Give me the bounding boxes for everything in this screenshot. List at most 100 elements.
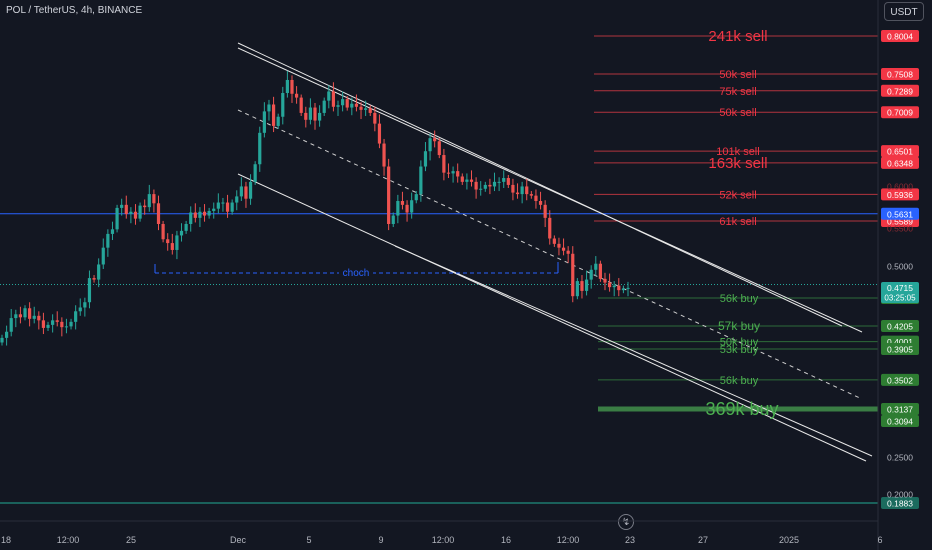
sell-price-text: 0.6348 (887, 158, 913, 168)
candle (161, 223, 165, 240)
sell-order-label: 241k sell (708, 28, 767, 45)
price-tag-text: 0.1883 (887, 499, 913, 509)
candle (350, 103, 354, 108)
candle (354, 103, 359, 107)
candle (152, 194, 156, 204)
candle (566, 250, 570, 254)
candle (327, 91, 331, 101)
sell-price-tag (881, 156, 919, 169)
x-tick-label: 12:00 (57, 535, 80, 545)
sell-price-text: 0.7009 (887, 108, 913, 118)
candle (41, 320, 46, 328)
lightning-icon[interactable]: ↯ (618, 514, 634, 530)
x-tick-label: 2025 (779, 535, 799, 545)
x-tick-label: 6 (877, 535, 882, 545)
candle (175, 235, 179, 250)
candle (626, 287, 630, 289)
currency-button[interactable]: USDT (884, 2, 924, 21)
candle (271, 104, 276, 126)
candle (479, 188, 483, 190)
buy-price-tag (881, 320, 919, 332)
candle (515, 192, 520, 195)
sell-price-tag (881, 84, 919, 97)
candle (331, 91, 336, 107)
candle (235, 196, 239, 203)
candle (543, 204, 547, 218)
x-tick-label: 16 (501, 535, 511, 545)
candle (377, 123, 382, 144)
candle (456, 171, 460, 177)
y-tick-label: 0.2000 (887, 490, 913, 500)
candle (253, 164, 257, 182)
y-tick-label: 0.6000 (887, 182, 913, 192)
candle (281, 92, 285, 117)
choch-label: choch (343, 268, 370, 279)
candle (143, 205, 147, 208)
candle (285, 79, 289, 93)
price-tag (881, 415, 919, 427)
candle (520, 186, 524, 195)
candle (230, 202, 234, 212)
candle (345, 99, 349, 108)
sell-order-label: 50k sell (719, 107, 756, 119)
candle (221, 202, 225, 204)
candle (428, 138, 432, 152)
sell-order-label: 52k sell (719, 189, 756, 201)
candle (179, 230, 184, 236)
candle (115, 207, 119, 230)
channel-lower-line (237, 173, 867, 462)
blue-price-text: 0.5631 (887, 209, 913, 219)
candle (124, 204, 128, 215)
candle (87, 278, 92, 303)
candle (133, 211, 138, 219)
x-tick-label: 18 (1, 535, 11, 545)
candle (561, 247, 566, 251)
sell-price-text: 0.7289 (887, 86, 913, 96)
candle (506, 178, 510, 185)
buy-order-label: 56k buy (720, 293, 759, 305)
candle (396, 201, 400, 216)
candle (69, 321, 73, 327)
candle (419, 166, 423, 195)
candle (64, 326, 69, 328)
sell-order-label: 61k sell (719, 216, 756, 228)
candle (120, 204, 124, 208)
candle (322, 100, 326, 113)
candle (594, 263, 598, 270)
candle (589, 269, 593, 280)
candle (184, 223, 188, 231)
candle (193, 212, 197, 218)
candle (239, 186, 243, 197)
candle (60, 321, 64, 328)
channel-lower-line-2 (394, 245, 873, 457)
candle (18, 314, 23, 318)
sell-price-tag (881, 106, 919, 119)
candle (617, 285, 621, 291)
candle (97, 264, 101, 280)
chart-title: POL / TetherUS, 4h, BINANCE (6, 5, 143, 16)
order-lines (0, 35, 878, 504)
time-axis: 18 12:00 25 Dec 5 9 12:00 16 12:00 23 27 2025 6 (0, 520, 883, 545)
candle (198, 211, 202, 218)
candle (110, 229, 115, 234)
candle (437, 141, 441, 156)
candle (557, 243, 561, 248)
sell-order-label: 50k sell (719, 69, 756, 81)
candle (492, 181, 497, 187)
candle (83, 302, 87, 308)
candle (138, 205, 142, 219)
candle (308, 107, 312, 120)
candle (474, 181, 478, 190)
candle (101, 247, 105, 265)
candle (166, 239, 170, 244)
candle (410, 200, 414, 213)
candle (106, 233, 110, 248)
candle (469, 179, 474, 182)
x-tick-label: 27 (698, 535, 708, 545)
buy-price-text: 0.3905 (887, 344, 913, 354)
buy-order-label: 53k buy (720, 344, 759, 356)
sell-order-label: 101k sell (716, 146, 759, 158)
candle (313, 107, 317, 121)
